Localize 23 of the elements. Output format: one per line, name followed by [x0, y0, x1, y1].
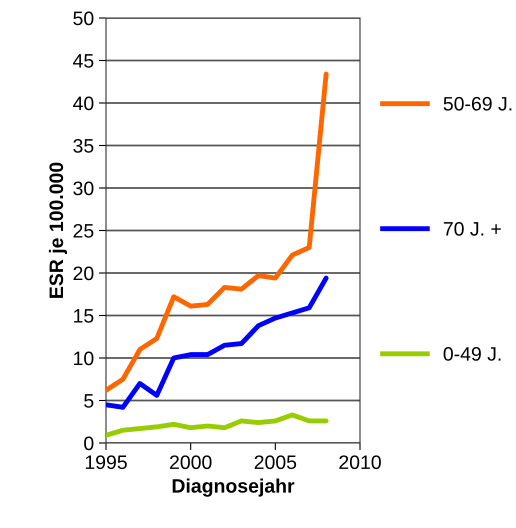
y-tick-label: 30	[73, 181, 94, 196]
x-axis-title: Diagnosejahr	[172, 478, 294, 497]
y-tick-label: 50	[73, 11, 94, 26]
y-tick-label: 5	[84, 394, 94, 408]
line-series	[106, 72, 329, 393]
legend-label: 50-69 J.	[444, 96, 512, 111]
x-tick-label: 1995	[86, 455, 127, 470]
legend-label: 0-49 J.	[444, 347, 501, 361]
x-tick-label: 2010	[339, 455, 381, 470]
y-tick-label: 0	[84, 436, 94, 450]
x-tick-label: 2005	[254, 455, 296, 470]
line-series	[106, 276, 329, 410]
y-tick-label: 25	[74, 224, 94, 238]
y-tick-label: 10	[74, 351, 94, 366]
y-tick-label: 45	[73, 54, 94, 68]
line-series	[106, 412, 329, 438]
y-tick-label: 15	[74, 309, 94, 323]
y-tick-label: 20	[74, 266, 94, 280]
legend-label: 70 J. +	[444, 222, 501, 236]
y-axis-title: ESR je 100.000	[48, 162, 68, 298]
y-tick-label: 40	[73, 96, 94, 110]
x-tick-label: 2000	[170, 455, 212, 470]
y-tick-label: 35	[73, 138, 94, 153]
